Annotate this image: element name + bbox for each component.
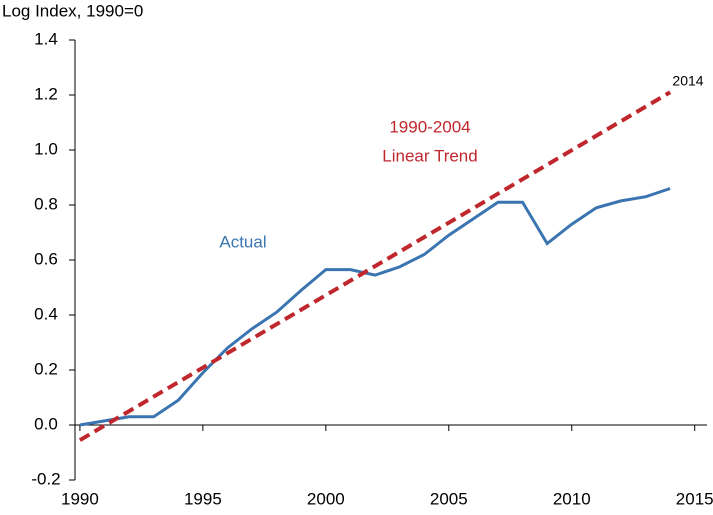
y-axis-label: Log Index, 1990=0 <box>2 1 143 20</box>
y-tick-label: 1.2 <box>34 84 58 103</box>
annotation: 2014 <box>672 73 703 89</box>
x-tick-label: 2015 <box>676 489 713 508</box>
annotation: Linear Trend <box>382 146 477 165</box>
y-tick-label: 0.8 <box>34 194 58 213</box>
x-tick-label: 1990 <box>61 489 99 508</box>
y-tick-label: 1.4 <box>34 29 58 48</box>
y-tick-label: 0.2 <box>34 359 58 378</box>
line-series <box>78 90 672 442</box>
line-series <box>79 187 671 427</box>
y-tick-label: -0.2 <box>31 469 60 488</box>
y-tick-label: 1.0 <box>34 139 58 158</box>
y-tick-label: 0.0 <box>34 414 58 433</box>
x-tick-label: 2005 <box>430 489 468 508</box>
y-tick-label: 0.4 <box>34 304 58 323</box>
y-tick-label: 0.6 <box>34 249 58 268</box>
annotation: 1990-2004 <box>389 117 470 136</box>
annotation: Actual <box>219 232 266 251</box>
x-tick-label: 2010 <box>553 489 591 508</box>
x-tick-label: 1995 <box>184 489 222 508</box>
x-tick-label: 2000 <box>307 489 345 508</box>
